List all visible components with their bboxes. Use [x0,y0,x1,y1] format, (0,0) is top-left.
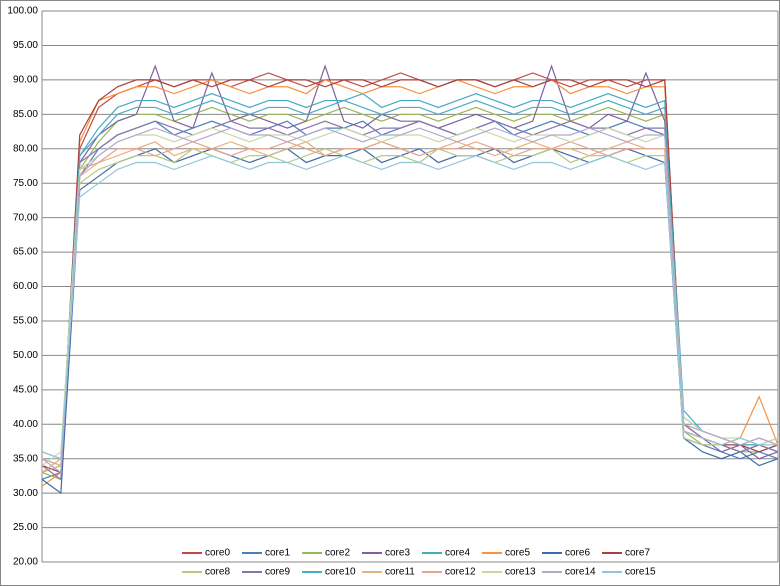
legend-label: core10 [325,567,356,578]
y-tick-label: 100.00 [7,6,38,17]
legend-label: core5 [505,548,530,559]
legend-label: core6 [565,548,590,559]
y-tick-label: 95.00 [13,40,38,51]
series-line [41,92,779,467]
series-line [41,79,779,487]
y-tick-label: 80.00 [13,143,38,154]
legend-label: core11 [385,567,415,578]
y-tick-label: 50.00 [13,350,38,361]
y-tick-label: 35.00 [13,453,38,464]
y-tick-label: 45.00 [13,384,38,395]
series-line [41,127,779,474]
y-tick-label: 70.00 [13,212,38,223]
legend-label: core8 [205,567,230,578]
series-line [41,148,779,474]
series-line [41,106,779,481]
legend-label: core7 [625,548,650,559]
y-tick-label: 55.00 [13,316,38,327]
legend-label: core3 [385,548,410,559]
legend-label: core2 [325,548,350,559]
series-line [41,127,779,467]
series-line [41,120,779,481]
y-tick-label: 25.00 [13,522,38,533]
y-tick-label: 90.00 [13,75,38,86]
y-tick-label: 60.00 [13,281,38,292]
series-line [41,155,778,460]
series-line [41,141,779,473]
legend-label: core14 [565,567,596,578]
y-tick-label: 85.00 [13,109,38,120]
series-line [41,99,779,460]
legend-label: core15 [625,567,656,578]
y-tick-label: 40.00 [13,419,38,430]
series-line [41,79,779,474]
legend-label: core4 [445,548,470,559]
y-tick-label: 75.00 [13,178,38,189]
legend-label: core13 [505,567,536,578]
legend-label: core9 [265,567,290,578]
legend-label: core12 [445,567,476,578]
y-tick-label: 20.00 [13,557,38,568]
y-tick-label: 30.00 [13,488,38,499]
legend-label: core0 [205,548,230,559]
legend-label: core1 [265,548,290,559]
y-tick-label: 65.00 [13,247,38,258]
series-line [41,64,779,474]
